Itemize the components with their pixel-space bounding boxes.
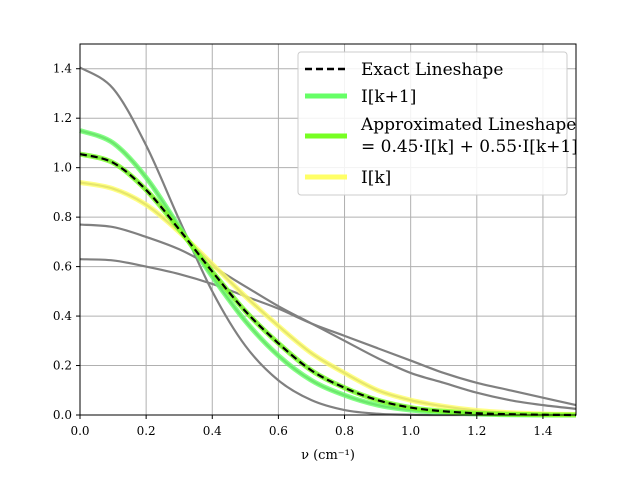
legend-label-approx: Approximated Lineshape bbox=[360, 115, 576, 135]
legend-label-ik: I[k] bbox=[361, 168, 391, 188]
series-exact-lineshape bbox=[79, 152, 577, 417]
legend-label-exact: Exact Lineshape bbox=[361, 60, 503, 80]
legend: Exact Lineshape I[k+1] Approximated Line… bbox=[297, 51, 578, 196]
plot-frame bbox=[79, 43, 577, 416]
x-tick-label: 1.0 bbox=[401, 424, 420, 438]
x-tick-label: 0.0 bbox=[70, 424, 89, 438]
y-tick-label: 0.2 bbox=[53, 359, 72, 373]
y-tick-label: 0.4 bbox=[53, 309, 72, 323]
x-tick-label: 1.2 bbox=[467, 424, 486, 438]
legend-label-approx-formula: = 0.45·I[k] + 0.55·I[k+1] bbox=[361, 137, 578, 157]
x-tick-label: 1.4 bbox=[533, 424, 552, 438]
gray-curve-4 bbox=[79, 223, 577, 410]
x-tick-label: 0.8 bbox=[335, 424, 354, 438]
x-tick-label: 0.4 bbox=[203, 424, 222, 438]
legend-label-ik1: I[k+1] bbox=[361, 87, 416, 107]
y-tick-label: 0.8 bbox=[53, 210, 72, 224]
x-tick-label: 0.6 bbox=[269, 424, 288, 438]
y-tick-label: 1.4 bbox=[53, 62, 72, 76]
y-tick-label: 0.0 bbox=[53, 408, 72, 422]
y-tick-label: 1.2 bbox=[53, 111, 72, 125]
legend-box bbox=[297, 51, 568, 196]
y-tick-label: 0.6 bbox=[53, 260, 72, 274]
gray-curve-5 bbox=[79, 258, 577, 407]
axis-ticks: 0.0 0.2 0.4 0.6 0.8 1.0 1.2 1.4 0.0 0.2 0.4 0.6 0.8 1… bbox=[53, 62, 553, 438]
x-tick-label: 0.2 bbox=[137, 424, 156, 438]
series-group bbox=[79, 66, 577, 418]
x-axis-title: ν (cm⁻¹) bbox=[301, 448, 355, 463]
y-tick-label: 1.0 bbox=[53, 161, 72, 175]
